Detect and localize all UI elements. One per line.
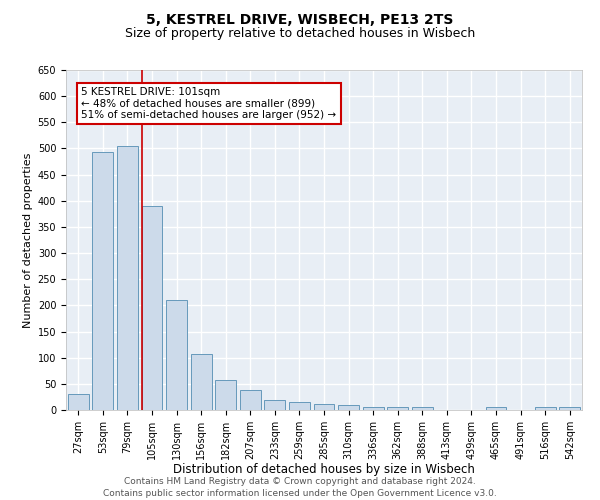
Bar (166, 300, 187, 410)
Bar (362, 408, 383, 410)
Text: 5, KESTREL DRIVE, WISBECH, PE13 2TS: 5, KESTREL DRIVE, WISBECH, PE13 2TS (146, 12, 454, 26)
Bar (68, 394, 89, 410)
X-axis label: Distribution of detached houses by size in Wisbech: Distribution of detached houses by size … (173, 464, 475, 476)
Text: 5 KESTREL DRIVE: 101sqm
← 48% of detached houses are smaller (899)
51% of semi-d: 5 KESTREL DRIVE: 101sqm ← 48% of detache… (82, 87, 337, 120)
Bar (92, 152, 113, 410)
Bar (485, 408, 506, 410)
Bar (117, 146, 138, 410)
Bar (412, 408, 433, 410)
Bar (289, 402, 310, 410)
Bar (535, 408, 556, 410)
Bar (215, 380, 236, 410)
Text: Size of property relative to detached houses in Wisbech: Size of property relative to detached ho… (125, 28, 475, 40)
Bar (142, 206, 163, 410)
Bar (314, 404, 334, 410)
Bar (338, 406, 359, 410)
Bar (265, 400, 286, 410)
Bar (559, 408, 580, 410)
Y-axis label: Number of detached properties: Number of detached properties (23, 152, 34, 328)
Bar (240, 390, 261, 410)
Text: Contains HM Land Registry data © Crown copyright and database right 2024.
Contai: Contains HM Land Registry data © Crown c… (103, 476, 497, 498)
Bar (191, 354, 212, 410)
Bar (387, 408, 408, 410)
